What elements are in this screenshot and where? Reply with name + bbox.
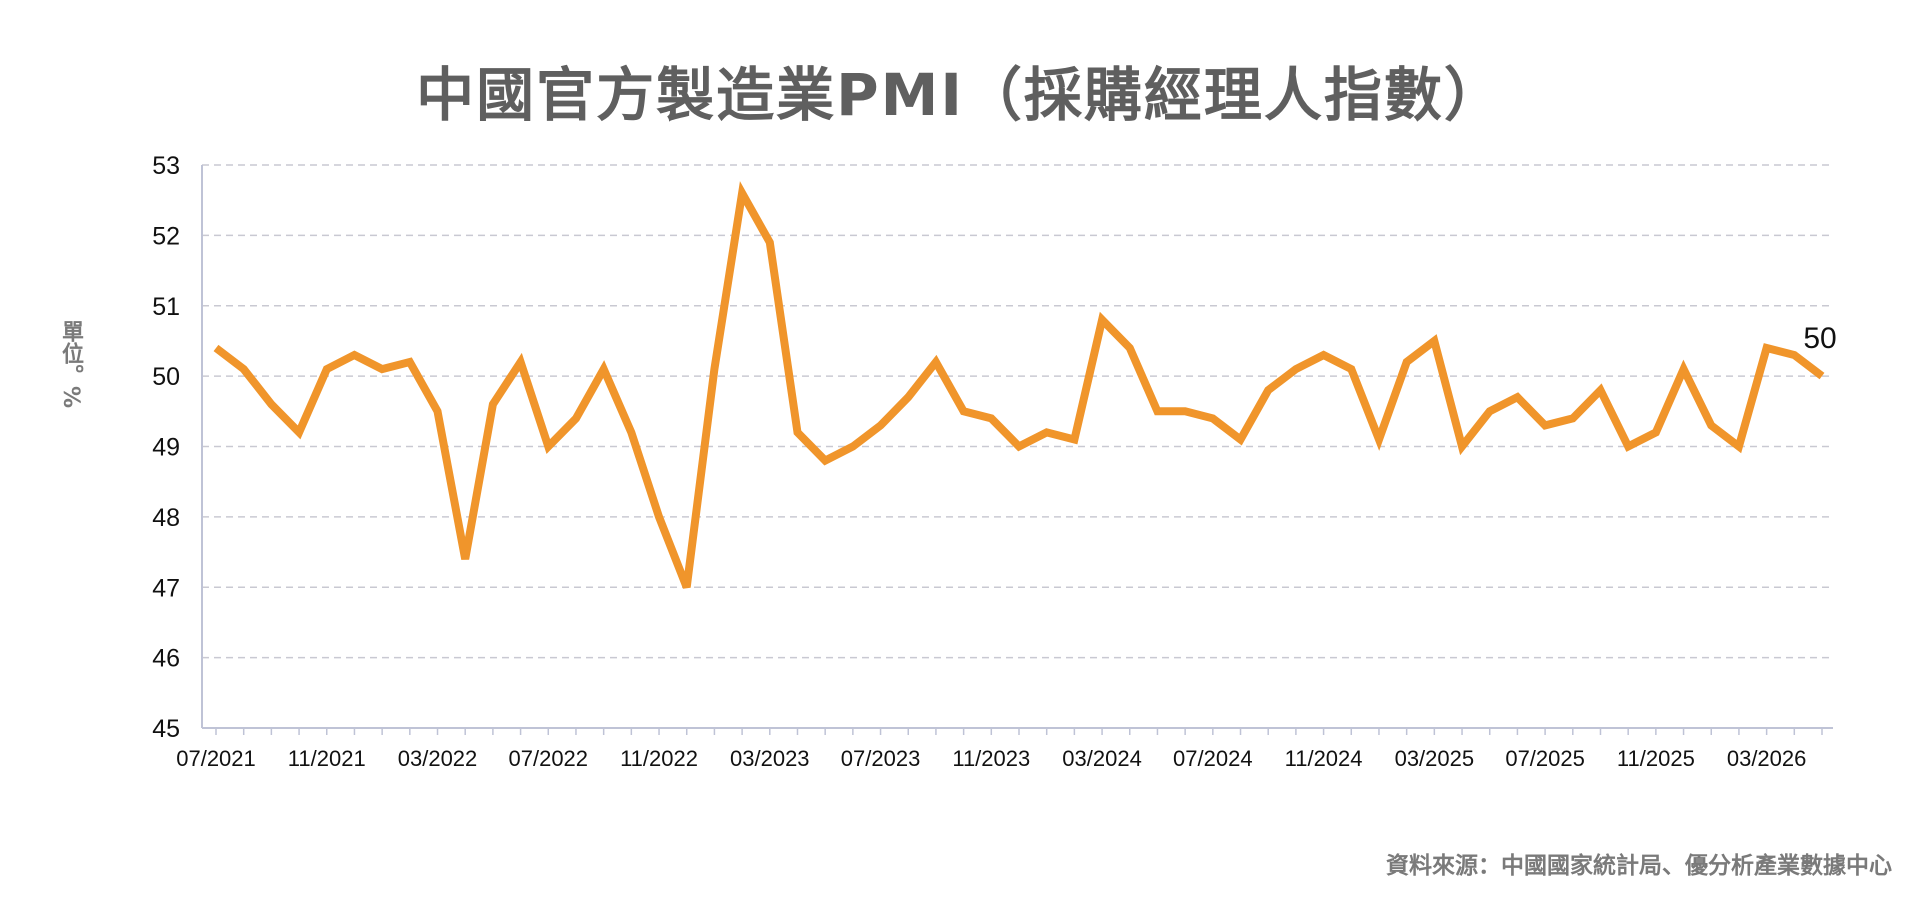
y-axis-label: 單位。% [58,320,83,409]
x-tick-label-07-2021: 07/2021 [176,746,256,771]
x-tick-label-11-2022: 11/2022 [620,746,698,771]
pmi-series-line [213,181,1825,589]
x-tick-label-03-2026: 03/2026 [1727,746,1807,771]
y-tick-label-47: 47 [152,574,180,602]
y-tick-label-45: 45 [152,715,180,743]
data-label-layer: 50 [1803,322,1836,355]
x-tick-label-07-2024: 07/2024 [1173,746,1253,771]
x-tick-label-03-2023: 03/2023 [730,746,810,771]
axes [201,165,1833,735]
x-tick-label-03-2024: 03/2024 [1062,746,1142,771]
y-tick-label-51: 51 [152,293,180,321]
x-tick-label-11-2023: 11/2023 [952,746,1030,771]
x-tick-label-11-2021: 11/2021 [288,746,366,771]
y-tick-label-53: 53 [152,152,180,180]
series-layer [213,181,1825,589]
grid-lines [202,164,1833,659]
source-note: 資料來源：中國國家統計局、優分析產業數據中心 [1386,853,1892,879]
x-tick-label-03-2025: 03/2025 [1395,746,1475,771]
x-tick-label-03-2022: 03/2022 [398,746,478,771]
y-tick-labels: 45 46 47 48 49 50 51 52 53 [152,152,180,743]
y-tick-label-52: 52 [152,222,180,250]
y-tick-label-48: 48 [152,504,180,532]
end-data-label: 50 [1803,322,1836,355]
chart-title: 中國官方製造業PMI（採購經理人指數） [416,61,1504,129]
x-tick-labels: 07/2021 11/2021 03/2022 07/2022 11/2022 03/20… [176,746,1806,771]
x-tick-label-07-2023: 07/2023 [841,746,921,771]
y-tick-label-49: 49 [152,434,180,462]
y-tick-label-50: 50 [152,363,180,391]
x-tick-label-11-2024: 11/2024 [1285,746,1363,771]
x-tick-label-07-2025: 07/2025 [1505,746,1585,771]
x-tick-label-07-2022: 07/2022 [509,746,589,771]
x-tick-label-11-2025: 11/2025 [1617,746,1695,771]
y-tick-label-46: 46 [152,645,180,673]
